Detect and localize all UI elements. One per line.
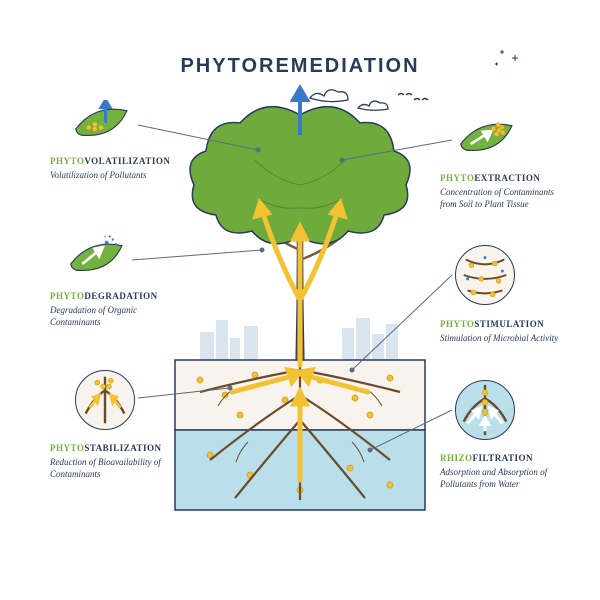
label-prefix: PHYTO bbox=[440, 319, 474, 329]
extraction-icon bbox=[455, 115, 520, 157]
label-sub: Reduction of Bioavailability of Contamin… bbox=[50, 456, 190, 480]
label-prefix: PHYTO bbox=[50, 156, 84, 166]
extraction-label: PHYTOEXTRACTION Concentration of Contami… bbox=[440, 172, 565, 210]
label-sub: Volatilization of Pollutants bbox=[50, 169, 180, 181]
label-main: STABILIZATION bbox=[84, 443, 161, 453]
label-sub: Concentration of Contaminants from Soil … bbox=[440, 186, 565, 210]
degradation-icon bbox=[65, 235, 130, 277]
label-main: DEGRADATION bbox=[84, 291, 157, 301]
label-sub: Degradation of Organic Contaminants bbox=[50, 304, 180, 328]
label-sub: Adsorption and Absorption of Pollutants … bbox=[440, 466, 570, 490]
stimulation-icon bbox=[455, 245, 515, 305]
volatilization-label: PHYTOVOLATILIZATION Volatilization of Po… bbox=[50, 155, 180, 181]
stabilization-icon bbox=[75, 370, 135, 430]
rhizofiltration-label: RHIZOFILTRATION Adsorption and Absorptio… bbox=[440, 452, 570, 490]
label-prefix: PHYTO bbox=[50, 291, 84, 301]
stimulation-label: PHYTOSTIMULATION Stimulation of Microbia… bbox=[440, 318, 570, 344]
label-prefix: PHYTO bbox=[440, 173, 474, 183]
rhizofiltration-icon bbox=[455, 380, 515, 440]
label-main: VOLATILIZATION bbox=[84, 156, 170, 166]
label-main: FILTRATION bbox=[473, 453, 534, 463]
label-prefix: RHIZO bbox=[440, 453, 473, 463]
label-main: EXTRACTION bbox=[474, 173, 540, 183]
degradation-label: PHYTODEGRADATION Degradation of Organic … bbox=[50, 290, 180, 328]
label-prefix: PHYTO bbox=[50, 443, 84, 453]
label-main: STIMULATION bbox=[474, 319, 544, 329]
volatilization-icon bbox=[70, 100, 135, 142]
stabilization-label: PHYTOSTABILIZATION Reduction of Bioavail… bbox=[50, 442, 190, 480]
label-sub: Stimulation of Microbial Activity bbox=[440, 332, 570, 344]
